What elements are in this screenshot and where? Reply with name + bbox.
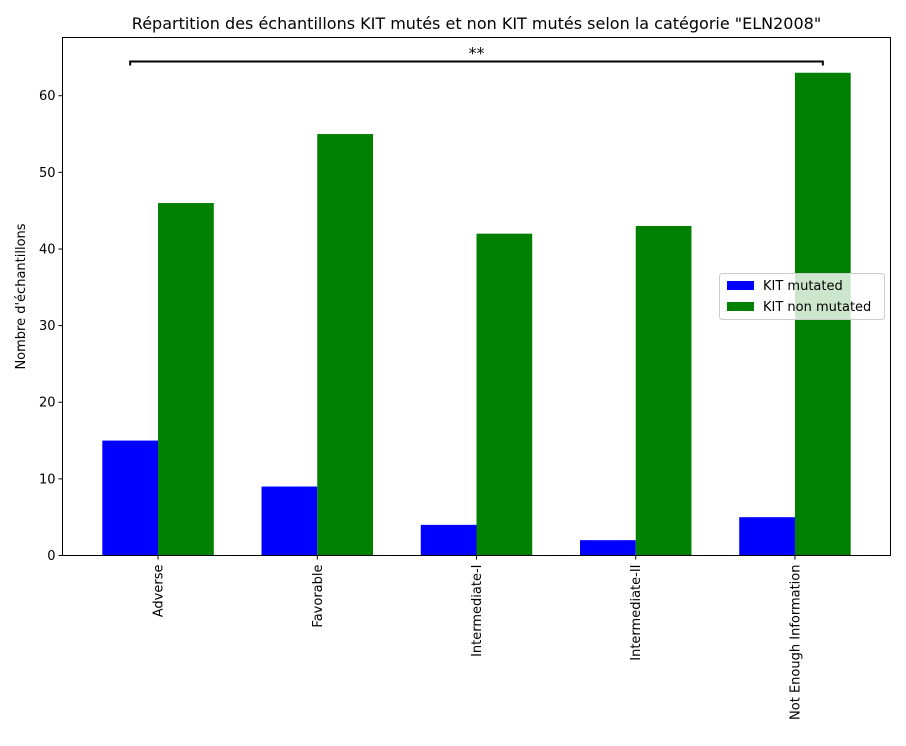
y-axis-label: Nombre d'échantillons	[14, 223, 29, 369]
bar-kit-mutated	[580, 540, 636, 556]
bar-kit-mutated	[102, 440, 159, 556]
legend-label: KIT mutated	[763, 279, 843, 294]
y-tick-label: 20	[39, 396, 56, 411]
y-tick-label: 40	[39, 242, 56, 257]
y-tick-label: 0	[47, 549, 55, 564]
legend-label: KIT non mutated	[763, 300, 871, 315]
bar-kit-non-mutated	[158, 203, 214, 556]
bar-kit-non-mutated	[317, 134, 373, 556]
significance-bracket: **	[129, 44, 824, 66]
x-axis: Adverse Favorable Intermediate-I Intermedia…	[152, 555, 803, 720]
x-tick-label: Intermediate-I	[470, 565, 485, 657]
legend: KIT mutated KIT non mutated	[719, 273, 885, 320]
bar-kit-mutated	[739, 517, 795, 556]
y-tick-label: 50	[39, 166, 56, 181]
bracket-line	[129, 60, 824, 66]
legend-swatch	[727, 302, 754, 311]
significance-label: **	[469, 44, 485, 63]
y-tick-label: 10	[39, 472, 56, 487]
y-tick-label: 60	[39, 89, 56, 104]
x-tick-label: Intermediate-II	[629, 565, 644, 661]
bar-kit-non-mutated	[635, 226, 692, 556]
y-axis: 0 10 20 30 40 50 60	[39, 89, 63, 564]
bar-kit-mutated	[420, 524, 477, 556]
chart-title: Répartition des échantillons KIT mutés e…	[132, 14, 821, 33]
legend-box	[719, 273, 885, 320]
legend-swatch	[727, 281, 754, 290]
bar-kit-mutated	[261, 486, 318, 556]
y-tick-label: 30	[39, 319, 56, 334]
x-tick-label: Not Enough Information	[788, 565, 803, 720]
bar-kit-non-mutated	[476, 233, 533, 556]
x-tick-label: Adverse	[152, 565, 167, 618]
x-tick-label: Favorable	[311, 565, 326, 628]
